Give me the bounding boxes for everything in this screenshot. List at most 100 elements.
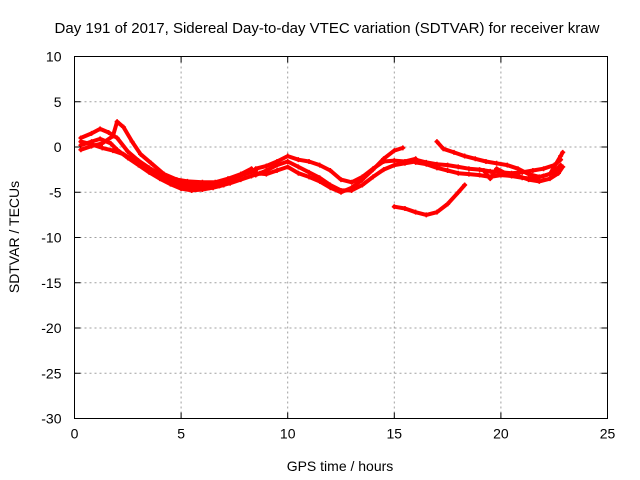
data-point bbox=[317, 162, 323, 168]
data-point bbox=[472, 156, 478, 162]
data-point bbox=[89, 130, 95, 136]
data-point bbox=[108, 140, 114, 146]
data-point bbox=[451, 149, 457, 155]
data-point bbox=[555, 170, 561, 176]
data-point bbox=[370, 167, 376, 173]
data-point bbox=[483, 158, 489, 164]
series-line-5 bbox=[253, 159, 418, 193]
data-point bbox=[227, 180, 233, 186]
data-point bbox=[263, 171, 269, 177]
data-point bbox=[434, 165, 440, 171]
data-point bbox=[440, 146, 446, 152]
data-point bbox=[462, 182, 468, 188]
y-axis-label: SDTVAR / TECUs bbox=[6, 181, 22, 293]
data-point bbox=[327, 168, 333, 174]
x-tick-label: 20 bbox=[493, 426, 509, 442]
data-point bbox=[295, 170, 301, 176]
data-point bbox=[487, 176, 493, 182]
data-point bbox=[306, 169, 312, 175]
data-point bbox=[327, 185, 333, 191]
data-point bbox=[174, 182, 180, 188]
data-point bbox=[248, 173, 254, 179]
data-point bbox=[445, 201, 451, 207]
data-point bbox=[526, 171, 532, 177]
data-point bbox=[225, 176, 231, 182]
data-point bbox=[391, 158, 397, 164]
data-point bbox=[547, 171, 553, 177]
data-point bbox=[434, 209, 440, 215]
data-point bbox=[381, 167, 387, 173]
data-point bbox=[560, 164, 566, 170]
data-point bbox=[163, 177, 169, 183]
data-point bbox=[274, 168, 280, 174]
data-point bbox=[317, 178, 323, 184]
data-point bbox=[370, 174, 376, 180]
data-point bbox=[413, 159, 419, 165]
data-point bbox=[253, 170, 259, 176]
data-point bbox=[400, 145, 406, 151]
data-point bbox=[466, 171, 472, 177]
data-point bbox=[129, 139, 135, 145]
data-point bbox=[462, 153, 468, 159]
data-point bbox=[560, 149, 566, 155]
data-point bbox=[110, 148, 116, 154]
data-point bbox=[212, 179, 218, 185]
data-point bbox=[402, 158, 408, 164]
grid bbox=[74, 56, 608, 419]
data-point bbox=[138, 151, 144, 157]
series-line-4 bbox=[78, 139, 262, 191]
y-tick-label: -5 bbox=[49, 184, 62, 200]
data-point bbox=[285, 164, 291, 170]
data-point bbox=[413, 209, 419, 215]
data-point bbox=[536, 174, 542, 180]
data-point bbox=[487, 168, 493, 174]
data-point bbox=[89, 141, 95, 147]
data-point bbox=[184, 185, 190, 191]
data-point bbox=[391, 162, 397, 168]
data-point bbox=[526, 177, 532, 183]
data-point bbox=[121, 124, 127, 130]
data-point bbox=[199, 179, 205, 185]
data-series bbox=[78, 119, 566, 218]
data-point bbox=[481, 168, 487, 174]
y-tick-label: -15 bbox=[41, 275, 61, 291]
data-point bbox=[494, 160, 500, 166]
data-point bbox=[504, 171, 510, 177]
data-point bbox=[445, 162, 451, 168]
data-point bbox=[306, 174, 312, 180]
data-point bbox=[238, 177, 244, 183]
data-point bbox=[285, 158, 291, 164]
chart-title: Day 191 of 2017, Sidereal Day-to-day VTE… bbox=[55, 20, 600, 37]
data-point bbox=[434, 139, 440, 145]
data-point bbox=[184, 178, 190, 184]
data-point bbox=[477, 167, 483, 173]
data-point bbox=[391, 148, 397, 154]
data-point bbox=[515, 166, 521, 172]
data-point bbox=[78, 147, 84, 153]
data-point bbox=[238, 171, 244, 177]
x-tick-label: 15 bbox=[387, 426, 403, 442]
data-point bbox=[106, 130, 112, 136]
data-point bbox=[99, 140, 105, 146]
data-point bbox=[114, 119, 120, 125]
data-point bbox=[423, 161, 429, 167]
series-line-6 bbox=[253, 154, 418, 185]
x-tick-label: 25 bbox=[600, 426, 616, 442]
data-point bbox=[274, 158, 280, 164]
y-tick-label: 10 bbox=[46, 49, 62, 65]
data-point bbox=[161, 171, 167, 177]
data-point bbox=[455, 189, 461, 195]
data-point bbox=[455, 164, 461, 170]
data-point bbox=[263, 163, 269, 169]
data-point bbox=[99, 145, 105, 151]
data-point bbox=[338, 189, 344, 195]
data-point bbox=[498, 172, 504, 178]
data-point bbox=[504, 162, 510, 168]
data-point bbox=[381, 156, 387, 162]
data-point bbox=[148, 160, 154, 166]
data-point bbox=[477, 172, 483, 178]
data-point bbox=[78, 139, 84, 145]
series-line-12 bbox=[481, 164, 565, 184]
x-tick-label: 0 bbox=[71, 426, 79, 442]
